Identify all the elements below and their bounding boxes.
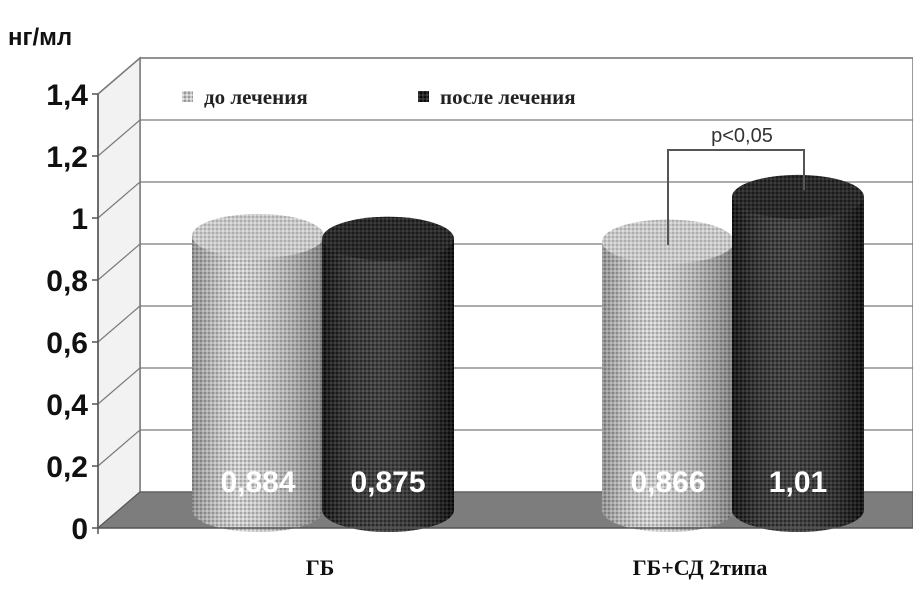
y-tick-label: 0,8 (46, 265, 88, 298)
y-axis: 0 0,2 0,4 0,6 0,8 1 1,2 1,4 (46, 79, 99, 546)
legend-label: до лечения (204, 85, 308, 109)
legend-item: до лечения (182, 85, 308, 109)
legend-label: после лечения (440, 85, 576, 109)
bar-shade (602, 241, 734, 533)
legend-swatch (418, 91, 429, 102)
side-wall (97, 56, 141, 530)
gridline-side (97, 181, 141, 219)
legend: до лечения после лечения (182, 85, 576, 109)
data-label: 0,866 (630, 466, 705, 499)
gridline-side (97, 305, 141, 343)
y-unit-label: нг/мл (8, 24, 72, 51)
bar-top-tint (322, 216, 454, 261)
gridline-side (97, 429, 141, 467)
bar (322, 216, 454, 532)
significance-annotation: p<0,05 (667, 125, 805, 245)
bar (602, 219, 734, 533)
x-axis: ГБ ГБ+СД 2типа (98, 527, 913, 580)
data-label: 1,01 (769, 466, 827, 499)
bar-shade (322, 238, 454, 532)
y-tick-label: 1 (71, 203, 88, 236)
data-label: 0,884 (220, 466, 295, 499)
bar (192, 213, 324, 532)
y-tick-label: 0,2 (46, 451, 88, 484)
bar-top-tint (732, 174, 864, 219)
gridline-side (97, 119, 141, 157)
x-category-label: ГБ (306, 555, 335, 580)
legend-item: после лечения (418, 85, 576, 109)
significance-label: p<0,05 (711, 125, 773, 147)
y-tick-label: 0,6 (46, 327, 88, 360)
gridline-side (97, 57, 141, 95)
bar-top (322, 216, 454, 261)
y-tick-label: 0 (71, 513, 88, 546)
data-labels: 0,884 0,875 0,866 1,01 (220, 466, 827, 499)
bars (192, 174, 864, 533)
data-label: 0,875 (350, 466, 425, 499)
legend-swatch (182, 91, 193, 102)
y-tick-label: 1,2 (46, 141, 88, 174)
bar-shade (192, 235, 324, 532)
bar-top-tint (192, 213, 324, 258)
y-tick-label: 1,4 (46, 79, 88, 112)
bar-top (732, 174, 864, 219)
significance-bracket (667, 149, 805, 245)
y-tick-label: 0,4 (46, 389, 88, 422)
x-category-label: ГБ+СД 2типа (633, 555, 768, 580)
bar (732, 174, 864, 532)
bar-shade (732, 196, 864, 532)
gridline-side (97, 367, 141, 405)
bar-top (192, 213, 324, 258)
gridline-side (97, 243, 141, 281)
